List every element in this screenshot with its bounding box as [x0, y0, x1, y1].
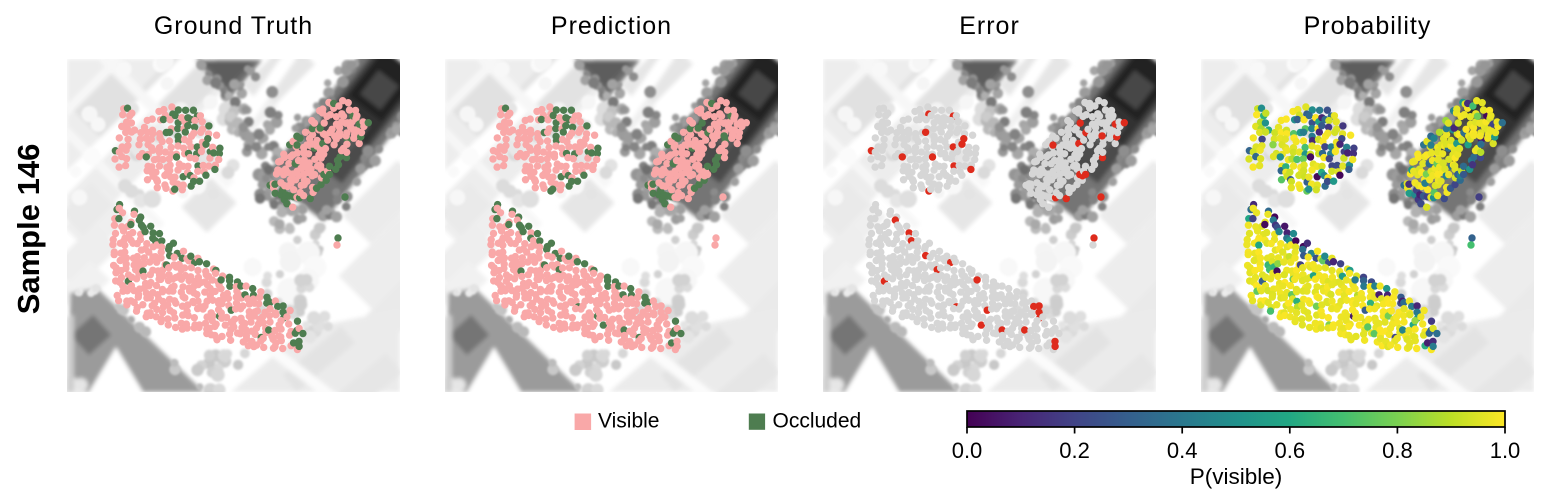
- svg-text:Error: Error: [959, 12, 1020, 40]
- svg-text:Occluded: Occluded: [773, 410, 862, 433]
- svg-text:P(visible): P(visible): [1190, 464, 1283, 489]
- svg-text:0.0: 0.0: [952, 438, 983, 463]
- svg-text:Sample 146: Sample 146: [11, 144, 46, 315]
- svg-text:0.2: 0.2: [1059, 438, 1090, 463]
- svg-text:Prediction: Prediction: [551, 12, 672, 40]
- svg-text:0.8: 0.8: [1382, 438, 1413, 463]
- svg-text:Visible: Visible: [598, 410, 659, 433]
- svg-text:0.6: 0.6: [1275, 438, 1306, 463]
- svg-text:Probability: Probability: [1304, 12, 1432, 40]
- svg-text:1.0: 1.0: [1490, 438, 1521, 463]
- svg-text:0.4: 0.4: [1167, 438, 1198, 463]
- svg-text:Ground Truth: Ground Truth: [154, 12, 313, 40]
